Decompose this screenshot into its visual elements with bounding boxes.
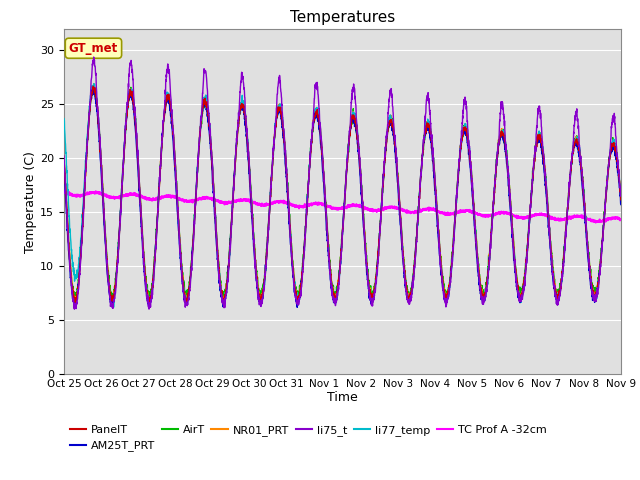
Text: GT_met: GT_met	[69, 42, 118, 55]
X-axis label: Time: Time	[327, 391, 358, 404]
Y-axis label: Temperature (C): Temperature (C)	[24, 151, 37, 252]
Title: Temperatures: Temperatures	[290, 10, 395, 25]
Legend: PanelT, AM25T_PRT, AirT, NR01_PRT, li75_t, li77_temp, TC Prof A -32cm: PanelT, AM25T_PRT, AirT, NR01_PRT, li75_…	[70, 425, 547, 451]
